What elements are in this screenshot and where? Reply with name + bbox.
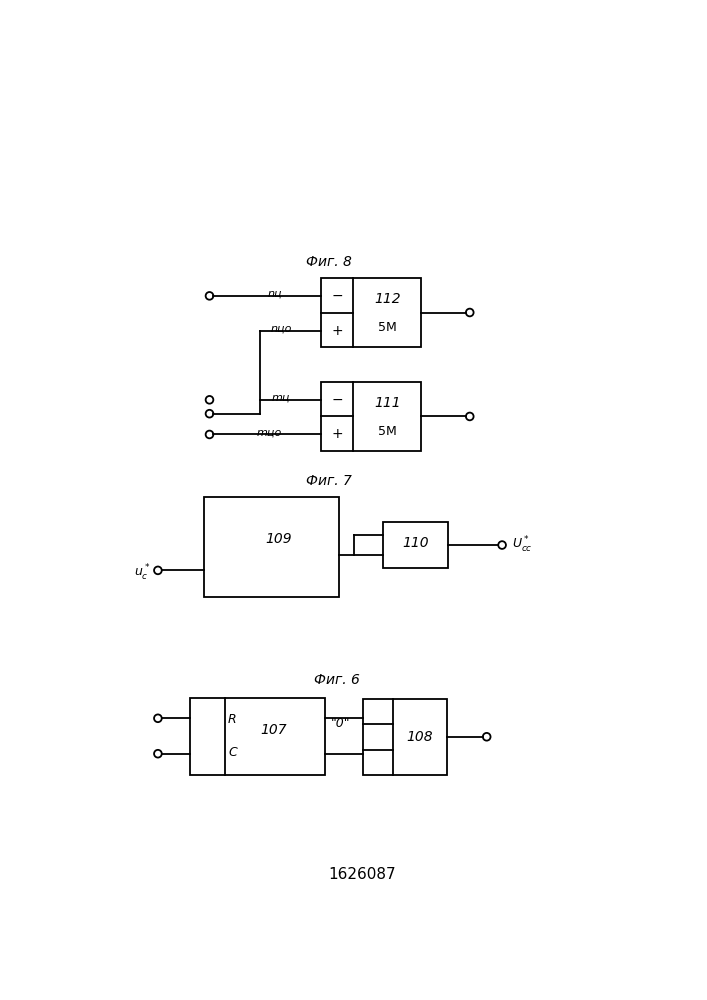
Bar	[321, 382, 421, 451]
Text: Фиг. 8: Фиг. 8	[306, 255, 352, 269]
Text: +: +	[332, 324, 343, 338]
Bar	[204, 497, 339, 597]
Text: C: C	[228, 746, 237, 759]
Text: 1626087: 1626087	[328, 867, 396, 882]
Text: −: −	[332, 289, 343, 303]
Text: −: −	[332, 393, 343, 407]
Text: 112: 112	[374, 292, 401, 306]
Bar	[363, 699, 447, 774]
Text: R: R	[228, 713, 237, 726]
Bar	[321, 278, 421, 347]
Text: $u_c^*$: $u_c^*$	[134, 563, 150, 583]
Text: "0": "0"	[331, 717, 350, 730]
Text: mц: mц	[272, 393, 291, 403]
Text: mцо: mцо	[256, 428, 281, 438]
Text: 5M: 5M	[378, 321, 397, 334]
Text: 107: 107	[260, 723, 287, 737]
Text: 5M: 5M	[378, 425, 397, 438]
Text: nц: nц	[268, 289, 282, 299]
Text: 110: 110	[402, 536, 428, 550]
Text: 109: 109	[265, 532, 291, 546]
Text: 108: 108	[407, 730, 433, 744]
Text: nцо: nцо	[270, 324, 292, 334]
Text: +: +	[332, 427, 343, 441]
Bar	[190, 698, 325, 774]
Text: 111: 111	[374, 396, 401, 410]
Bar	[382, 522, 448, 568]
Text: Фиг. 6: Фиг. 6	[314, 673, 359, 687]
Text: $U_{cc}^*$: $U_{cc}^*$	[512, 535, 533, 555]
Text: Фиг. 7: Фиг. 7	[306, 474, 352, 488]
